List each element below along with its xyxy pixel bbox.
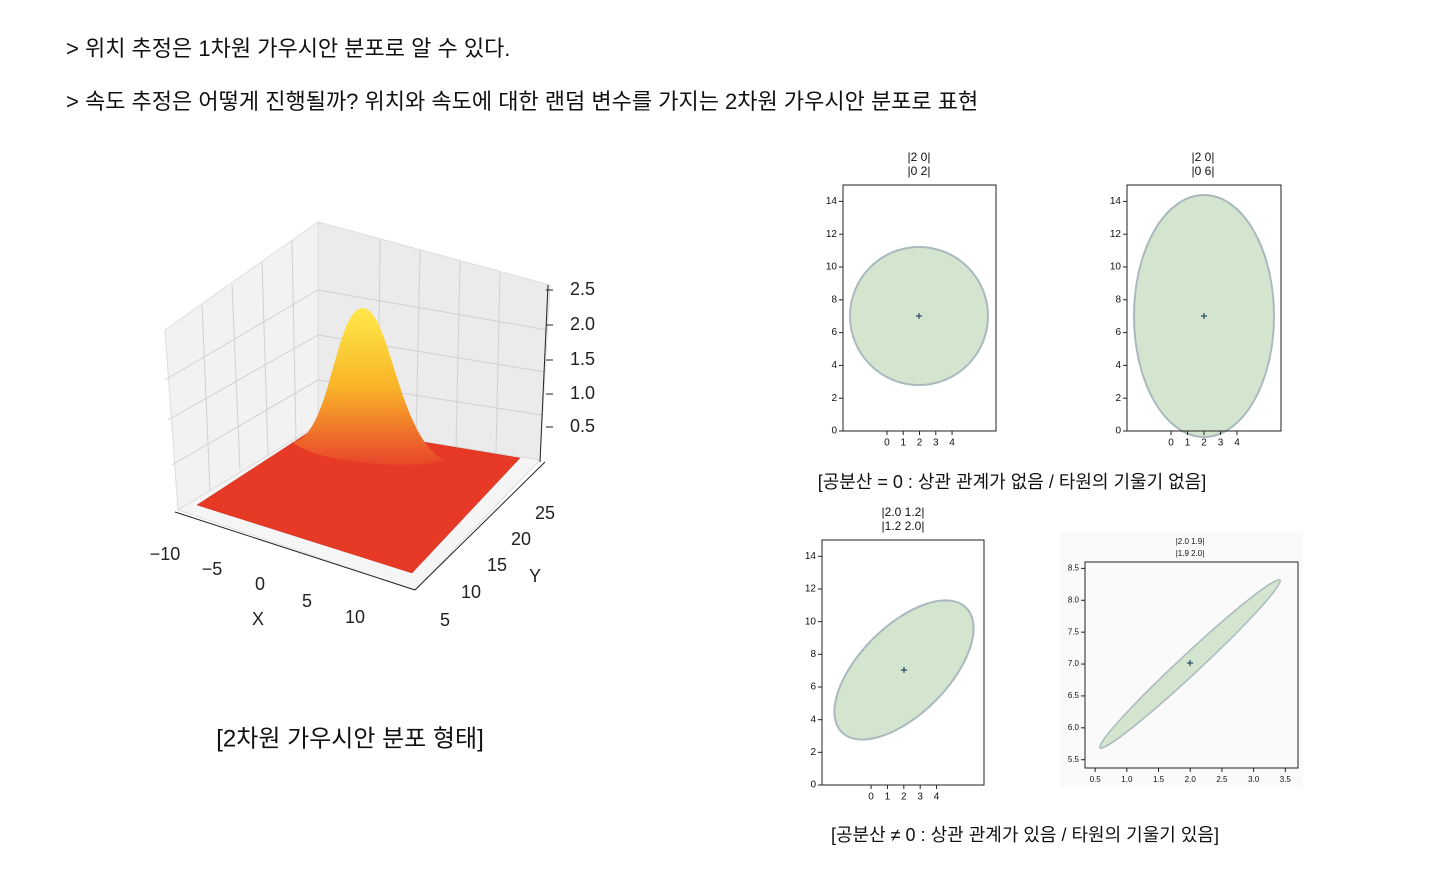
x-tick-label: 3.5: [1280, 775, 1292, 784]
tick-label: 25: [535, 503, 555, 523]
y-tick-label: 4: [831, 360, 837, 371]
tick-label: 2.5: [570, 279, 595, 299]
x-tick-label: 2: [917, 438, 923, 449]
y-tick-label: 2: [810, 747, 816, 758]
x-tick-label: 2: [901, 792, 907, 803]
plot-title: |2.0 1.2|: [882, 505, 925, 519]
y-tick-label: 14: [826, 196, 838, 207]
y-tick-label: 14: [805, 551, 817, 562]
plot-frame: [821, 539, 985, 786]
y-tick-label: 6.5: [1068, 691, 1080, 700]
tick-label: 0.5: [570, 416, 595, 436]
y-tick-label: 8: [1115, 294, 1121, 305]
tick-label: 2.0: [570, 314, 595, 334]
plot-title: |1.2 2.0|: [882, 519, 925, 533]
caption: [2차원 가우시안 분포 형태]: [216, 725, 484, 752]
y-tick-label: 10: [805, 616, 817, 627]
y-tick-label: 6: [1115, 327, 1121, 338]
y-tick-label: 0: [810, 780, 816, 791]
x-tick-label: 0: [884, 438, 890, 449]
x-tick-label: 3: [917, 792, 923, 803]
y-tick-label: 8.0: [1068, 595, 1080, 604]
bullet: > 속도 추정은 어떻게 진행될까? 위치와 속도에 대한 랜덤 변수를 가지는…: [66, 89, 978, 114]
x-tick-label: 0: [868, 792, 874, 803]
x-tick-label: 2.5: [1216, 775, 1228, 784]
tick-label: 10: [461, 582, 481, 602]
y-tick-label: 12: [1110, 229, 1122, 240]
tick-label: 5: [440, 610, 450, 630]
y-tick-label: 6: [831, 327, 837, 338]
tick-label: 10: [345, 607, 365, 627]
y-tick-label: 4: [810, 714, 816, 725]
y-tick-label: 7.5: [1068, 627, 1080, 636]
y-tick-label: 4: [1115, 360, 1121, 371]
plot-title: |2.0 1.9|: [1176, 537, 1205, 546]
plot-title: |1.9 2.0|: [1176, 549, 1205, 558]
plot-frame: [1084, 561, 1299, 769]
caption: [공분산 ≠ 0 : 상관 관계가 있음 / 타원의 기울기 있음]: [831, 825, 1219, 845]
y-tick-label: 2: [1115, 393, 1121, 404]
tick-label: 5: [302, 591, 312, 611]
x-tick-label: 1: [1185, 438, 1191, 449]
x-tick-label: 2: [1201, 438, 1207, 449]
surface-figure: [164, 221, 551, 591]
x-tick-label: 0.5: [1090, 775, 1102, 784]
x-tick-label: 2.0: [1185, 775, 1197, 784]
y-tick-label: 8: [831, 294, 837, 305]
plot-title: |0 2|: [908, 164, 931, 178]
x-tick-label: 3.0: [1248, 775, 1260, 784]
x-tick-label: 1: [885, 792, 891, 803]
x-tick-label: 1: [900, 438, 906, 449]
x-tick-label: 3: [1218, 438, 1224, 449]
axis-label: Y: [529, 566, 541, 586]
y-tick-label: 6: [810, 682, 816, 693]
bullet: > 위치 추정은 1차원 가우시안 분포로 알 수 있다.: [66, 36, 510, 61]
y-tick-label: 5.5: [1068, 755, 1080, 764]
x-tick-label: 4: [934, 792, 940, 803]
x-tick-label: 1.0: [1121, 775, 1133, 784]
x-tick-label: 0: [1168, 438, 1174, 449]
x-tick-label: 1.5: [1153, 775, 1165, 784]
plot-title: |2 0|: [908, 150, 931, 164]
y-tick-label: 7.0: [1068, 659, 1080, 668]
x-tick-label: 3: [933, 438, 939, 449]
y-tick-label: 0: [1115, 426, 1121, 437]
plot-title: |2 0|: [1192, 150, 1215, 164]
y-tick-label: 8: [810, 649, 816, 660]
tick-label: 0: [255, 574, 265, 594]
y-tick-label: 10: [1110, 262, 1122, 273]
center-markers: [901, 313, 1207, 673]
y-tick-label: 12: [826, 229, 838, 240]
tick-label: 20: [511, 529, 531, 549]
y-tick-label: 6.0: [1068, 723, 1080, 732]
y-tick-label: 8.5: [1068, 563, 1080, 572]
y-tick-label: 0: [831, 426, 837, 437]
x-tick-label: 4: [949, 438, 955, 449]
y-tick-label: 12: [805, 584, 817, 595]
y-tick-label: 10: [826, 262, 838, 273]
tick-label: 1.5: [570, 349, 595, 369]
tick-label: 1.0: [570, 383, 595, 403]
tick-label: −10: [150, 544, 181, 564]
axis-label: X: [252, 609, 264, 629]
tick-label: 15: [487, 555, 507, 575]
y-tick-label: 2: [831, 393, 837, 404]
y-tick-label: 14: [1110, 196, 1122, 207]
caption: [공분산 = 0 : 상관 관계가 없음 / 타원의 기울기 없음]: [818, 472, 1207, 492]
x-tick-label: 4: [1234, 438, 1240, 449]
tick-label: −5: [202, 559, 223, 579]
plot-title: |0 6|: [1192, 164, 1215, 178]
